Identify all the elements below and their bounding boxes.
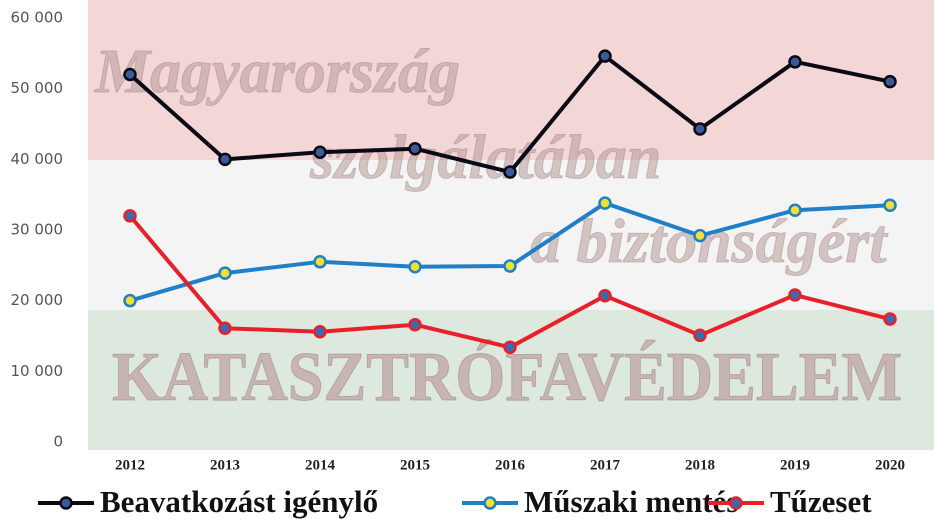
legend-label: Műszaki mentés — [524, 484, 738, 519]
legend-label: Beavatkozást igénylő — [100, 484, 378, 519]
x-tick-label: 2016 — [495, 457, 526, 473]
point — [125, 210, 136, 221]
point — [695, 330, 706, 341]
point — [885, 314, 896, 325]
x-tick-label: 2014 — [305, 457, 336, 473]
y-tick-label: 0 — [53, 433, 63, 451]
x-tick-label: 2013 — [210, 457, 240, 473]
watermark: szolgálatában — [309, 124, 661, 192]
legend-label: Tűzeset — [770, 484, 872, 519]
point — [125, 295, 136, 306]
point — [600, 51, 611, 62]
point — [695, 230, 706, 241]
point — [315, 147, 326, 158]
x-tick-label: 2019 — [780, 457, 810, 473]
point — [220, 154, 231, 165]
x-tick-label: 2012 — [115, 457, 145, 473]
point — [220, 323, 231, 334]
point — [505, 342, 516, 353]
point — [505, 167, 516, 178]
point — [695, 123, 706, 134]
point — [220, 268, 231, 279]
legend-marker — [731, 498, 742, 509]
point — [410, 261, 421, 272]
y-tick-label: 30 000 — [11, 221, 64, 239]
point — [600, 198, 611, 209]
y-tick-label: 20 000 — [11, 291, 64, 309]
point — [885, 76, 896, 87]
point — [315, 326, 326, 337]
point — [600, 290, 611, 301]
point — [790, 290, 801, 301]
point — [315, 256, 326, 267]
y-tick-label: 50 000 — [11, 79, 64, 97]
point — [885, 200, 896, 211]
x-tick-label: 2015 — [400, 457, 430, 473]
point — [790, 56, 801, 67]
x-tick-label: 2018 — [685, 457, 715, 473]
y-tick-label: 60 000 — [11, 9, 64, 27]
legend-marker — [485, 498, 496, 509]
y-tick-label: 40 000 — [11, 150, 64, 168]
point — [410, 319, 421, 330]
point — [125, 69, 136, 80]
chart: Magyarország szolgálatában a biztonságér… — [0, 0, 934, 524]
point — [790, 205, 801, 216]
y-tick-label: 10 000 — [11, 362, 64, 380]
x-tick-label: 2017 — [590, 457, 621, 473]
x-tick-label: 2020 — [875, 457, 905, 473]
watermark: Magyarország — [94, 38, 460, 106]
point — [410, 143, 421, 154]
point — [505, 261, 516, 272]
legend-marker — [61, 498, 72, 509]
